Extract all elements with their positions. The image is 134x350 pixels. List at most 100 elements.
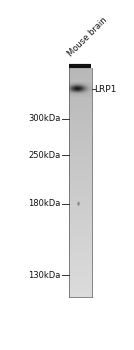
Bar — [69, 198, 92, 199]
Bar — [69, 132, 92, 133]
Bar — [69, 223, 92, 224]
Bar — [69, 256, 92, 257]
Bar — [69, 219, 92, 220]
Bar — [69, 204, 92, 205]
Bar — [69, 100, 92, 101]
Bar — [69, 256, 92, 257]
Text: 250kDa: 250kDa — [29, 151, 61, 160]
Bar — [69, 75, 92, 76]
Bar — [69, 77, 92, 78]
Bar — [69, 279, 92, 280]
Bar — [69, 126, 92, 127]
Bar — [69, 165, 92, 166]
Bar — [69, 228, 92, 229]
Bar — [69, 121, 92, 122]
Bar — [69, 72, 92, 73]
Bar — [69, 257, 92, 258]
Bar — [69, 184, 92, 186]
Bar — [69, 290, 92, 292]
Bar — [69, 265, 92, 266]
Bar — [69, 274, 92, 275]
Bar — [69, 247, 92, 248]
Bar — [69, 245, 92, 246]
Bar — [69, 237, 92, 238]
Bar — [69, 108, 92, 109]
Bar — [69, 181, 92, 182]
Bar — [69, 102, 92, 103]
Bar — [69, 97, 92, 98]
Bar — [69, 248, 92, 249]
Circle shape — [78, 202, 79, 205]
Bar — [69, 200, 92, 201]
Bar — [69, 259, 92, 260]
Bar — [69, 120, 92, 121]
Bar — [69, 104, 92, 105]
Bar — [69, 145, 92, 146]
Bar — [69, 254, 92, 255]
Bar — [69, 214, 92, 215]
Bar — [69, 141, 92, 142]
Bar — [69, 188, 92, 189]
Bar — [69, 155, 92, 156]
Bar — [69, 292, 92, 293]
Bar — [69, 100, 92, 101]
Bar — [69, 87, 92, 88]
Bar — [69, 161, 92, 162]
Bar — [69, 192, 92, 193]
Bar — [69, 139, 92, 140]
Bar — [69, 261, 92, 262]
Bar — [69, 281, 92, 282]
Bar — [69, 152, 92, 153]
Bar — [69, 220, 92, 221]
Bar — [69, 272, 92, 273]
Bar — [69, 252, 92, 253]
Bar — [69, 89, 92, 90]
Bar — [69, 278, 92, 279]
Bar — [69, 232, 92, 233]
Bar — [69, 291, 92, 292]
Bar — [69, 276, 92, 277]
Bar — [69, 253, 92, 254]
Bar — [69, 150, 92, 151]
Bar — [69, 272, 92, 273]
Bar — [69, 82, 92, 83]
Bar — [69, 86, 92, 87]
Bar — [69, 91, 92, 92]
Bar — [69, 83, 92, 84]
Bar — [69, 182, 92, 183]
Bar — [69, 230, 92, 231]
Bar — [69, 249, 92, 250]
Bar — [69, 142, 92, 144]
Bar — [69, 133, 92, 134]
Bar — [69, 139, 92, 140]
Bar — [69, 194, 92, 195]
Bar — [69, 149, 92, 150]
Bar — [69, 173, 92, 174]
Bar — [69, 197, 92, 198]
Bar — [69, 147, 92, 148]
Bar — [69, 217, 92, 218]
Bar — [69, 294, 92, 295]
Bar — [69, 194, 92, 195]
Bar — [69, 148, 92, 149]
Bar — [69, 252, 92, 253]
Bar — [69, 170, 92, 171]
Bar — [69, 221, 92, 222]
Bar — [69, 137, 92, 138]
Bar — [69, 95, 92, 96]
Bar — [69, 114, 92, 115]
Bar — [69, 140, 92, 141]
Bar — [69, 99, 92, 100]
Bar — [69, 283, 92, 284]
Bar — [69, 97, 92, 98]
Bar — [69, 166, 92, 167]
Bar — [69, 243, 92, 244]
Bar — [69, 81, 92, 82]
Text: Mouse brain: Mouse brain — [66, 15, 109, 58]
Bar — [69, 266, 92, 267]
Bar — [69, 103, 92, 104]
Bar — [69, 68, 92, 69]
Bar — [69, 271, 92, 272]
Bar — [69, 127, 92, 128]
Bar — [69, 273, 92, 274]
